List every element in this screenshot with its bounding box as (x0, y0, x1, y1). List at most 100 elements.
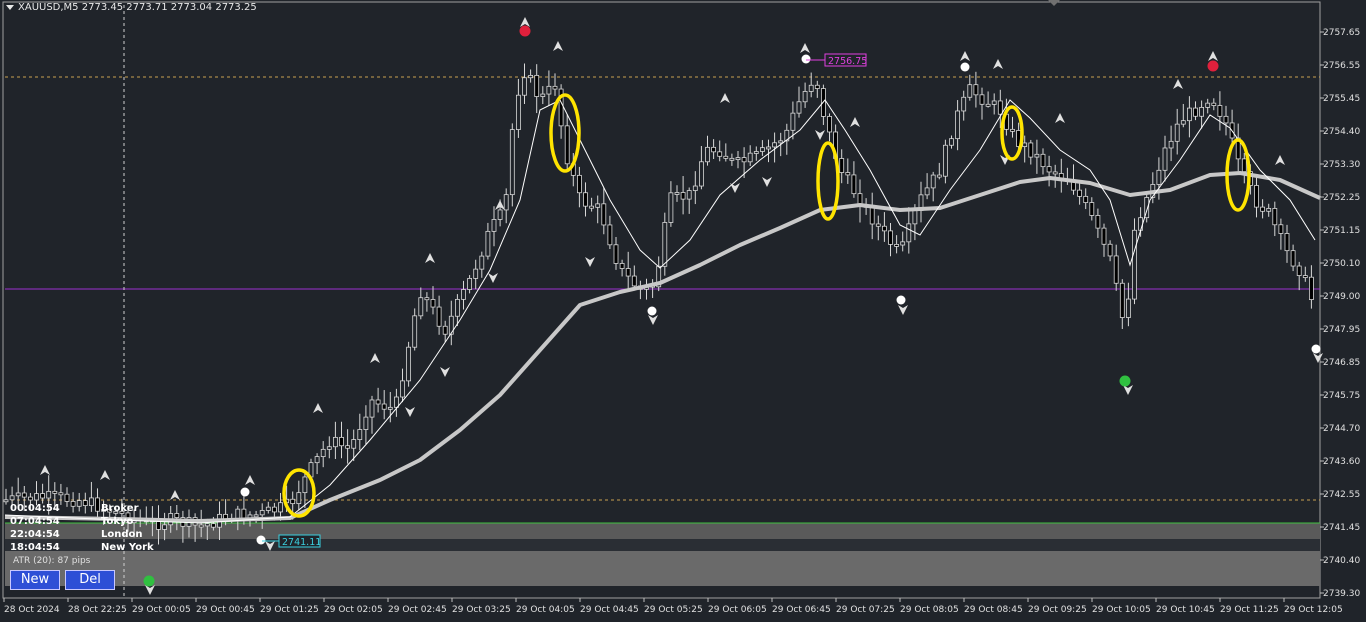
candle-body (1254, 185, 1259, 208)
candle-body (979, 94, 985, 105)
candle-body (34, 493, 39, 501)
candle-body (516, 94, 521, 130)
time-label: 28 Oct 2024 (4, 605, 60, 615)
new-button[interactable]: New (10, 570, 60, 590)
arrow-down-icon (898, 305, 908, 315)
candle-body (607, 224, 613, 246)
candle-body (900, 241, 906, 246)
arrow-up-icon (1208, 51, 1218, 61)
candle-body (21, 492, 27, 498)
ohlc-values: 2773.45 2773.71 2773.04 2773.25 (81, 2, 257, 13)
candle-body (875, 223, 881, 227)
candle-body (1217, 105, 1223, 117)
arrow-up-icon (425, 253, 435, 263)
candle-body (583, 192, 588, 207)
candle-body (412, 315, 418, 348)
session-row: 18:04:54 New York (10, 541, 154, 554)
candle-body (717, 151, 723, 157)
candle-body (1223, 115, 1229, 124)
candle-body (259, 510, 265, 516)
candle-body (1156, 169, 1162, 185)
candle-body (851, 174, 857, 195)
arrow-up-icon (800, 43, 810, 53)
arrow-down-icon (585, 257, 595, 267)
candle-body (113, 510, 119, 514)
candle-body (442, 325, 448, 335)
chevron-down-icon[interactable] (6, 4, 14, 10)
time-label: 28 Oct 22:25 (68, 605, 127, 615)
signal-dot (240, 487, 250, 497)
candle-body (454, 298, 460, 317)
signal-dot (896, 295, 906, 305)
candles (3, 63, 1314, 545)
time-label: 29 Oct 09:25 (1028, 605, 1087, 615)
candle-body (772, 142, 777, 148)
candle-body (1138, 217, 1143, 231)
candle-body (393, 396, 399, 408)
candle-body (40, 493, 45, 499)
arrow-up-icon (960, 51, 970, 61)
candle-body (619, 263, 625, 269)
candle-body (1260, 206, 1265, 212)
candle-body (699, 161, 704, 187)
arrow-down-icon (648, 315, 658, 325)
candle-body (906, 223, 912, 243)
candle-body (1046, 166, 1052, 173)
time-label: 29 Oct 00:05 (132, 605, 191, 615)
candle-body (58, 492, 64, 496)
arrow-up-icon (850, 117, 860, 127)
session-name: London (101, 529, 143, 540)
candle-body (1028, 142, 1034, 158)
candle-body (162, 524, 168, 530)
price-label: 2747.95 (1323, 325, 1360, 335)
candle-body (546, 85, 552, 95)
candle-body (52, 490, 58, 494)
candle-body (741, 157, 747, 163)
candle-body (278, 502, 283, 513)
atr-label: ATR (20): 87 pips (13, 556, 91, 566)
candle-body (827, 115, 832, 133)
arrow-down-icon (488, 273, 498, 283)
candle-body (491, 219, 497, 232)
time-label: 29 Oct 07:25 (836, 605, 895, 615)
candle-body (101, 508, 106, 512)
candle-body (1278, 224, 1284, 234)
fast-ma-line (4, 99, 1316, 524)
arrow-up-icon (370, 353, 380, 363)
candle-body (326, 446, 332, 450)
candle-body (814, 84, 820, 89)
arrow-down-icon (815, 130, 825, 140)
candle-body (95, 497, 100, 512)
highlight-ellipse (816, 141, 840, 221)
del-button[interactable]: Del (65, 570, 115, 590)
candle-body (290, 498, 296, 505)
price-label: 2754.40 (1323, 127, 1360, 137)
candle-body (174, 513, 180, 518)
candle-body (973, 84, 979, 96)
price-label: 2752.25 (1323, 193, 1360, 203)
candle-body (723, 155, 729, 159)
candle-body (296, 492, 302, 505)
candle-body (839, 158, 845, 173)
session-time: 18:04:54 (10, 542, 60, 553)
candle-body (89, 497, 94, 506)
arrow-down-icon (1313, 353, 1323, 363)
chart-header: XAUUSD,M5 2773.45 2773.71 2773.04 2773.2… (6, 2, 257, 13)
candle-body (955, 110, 960, 140)
session-row: 07:04:54 Tokyo (10, 515, 154, 528)
candle-body (1132, 229, 1137, 300)
candle-body (735, 157, 741, 160)
candle-body (436, 306, 442, 327)
candle-body (705, 146, 710, 163)
price-label: 2746.85 (1323, 358, 1360, 368)
candle-body (808, 84, 814, 92)
candle-body (64, 493, 70, 502)
candle-body (760, 147, 765, 152)
candle-body (595, 203, 601, 208)
candle-body (375, 399, 381, 405)
candle-body (271, 506, 277, 513)
arrow-up-icon (1275, 155, 1285, 165)
candle-body (589, 205, 594, 209)
